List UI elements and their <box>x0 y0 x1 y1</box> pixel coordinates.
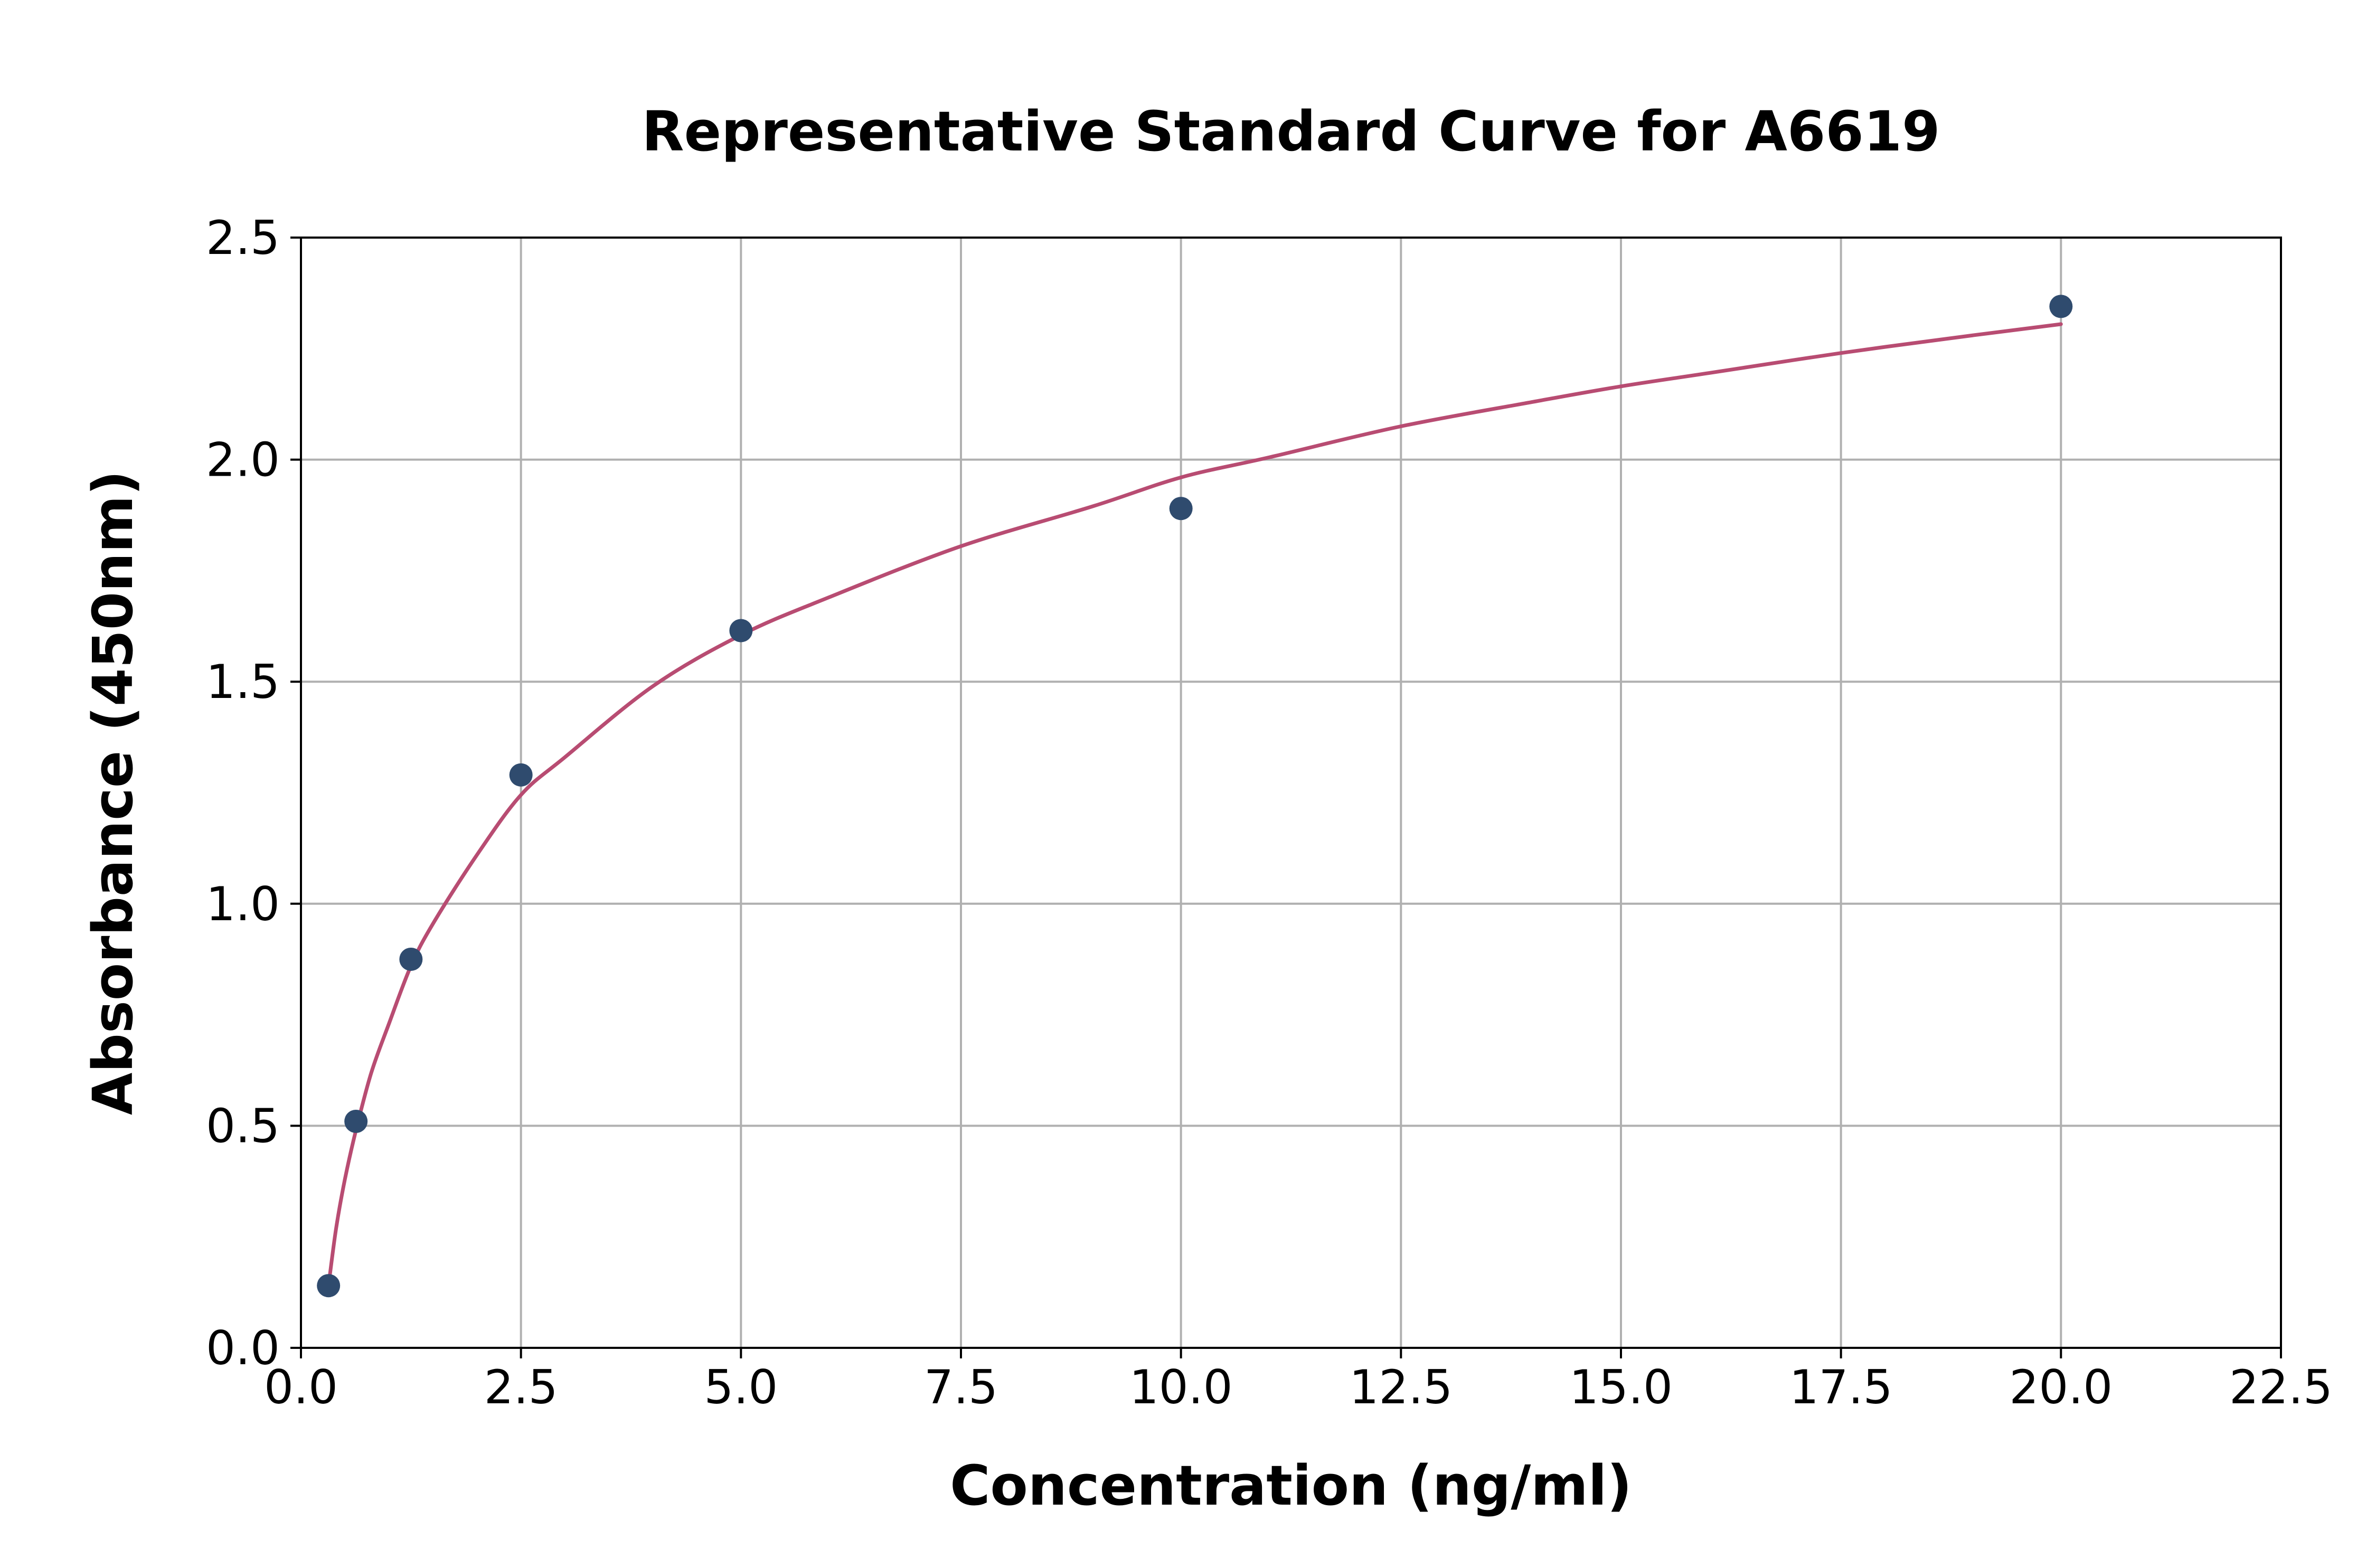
x-tick-label: 12.5 <box>1349 1360 1453 1414</box>
axes-frame <box>300 237 2282 1349</box>
x-tick-label: 0.0 <box>264 1360 338 1414</box>
grid-layer <box>300 237 2282 1349</box>
x-tick-label: 2.5 <box>484 1360 558 1414</box>
data-point <box>1169 497 1193 521</box>
curve-layer <box>326 322 2063 1288</box>
y-tick-label: 0.0 <box>206 1321 280 1375</box>
x-tick-label: 20.0 <box>2009 1360 2113 1414</box>
ticks-layer: 0.0 2.5 5.0 7.5 10.0 12.5 15.0 17.5 20.0 22.5 0.0 0… <box>206 211 2333 1414</box>
data-point <box>399 947 423 971</box>
data-point <box>2049 295 2073 318</box>
data-point <box>317 1274 341 1298</box>
y-tick-label: 1.0 <box>206 877 280 931</box>
x-tick-label: 10.0 <box>1129 1360 1233 1414</box>
chart-title: Representative Standard Curve for A6619 <box>642 99 1940 164</box>
points-layer <box>317 295 2073 1298</box>
x-tick-label: 15.0 <box>1569 1360 1673 1414</box>
y-tick-label: 0.5 <box>206 1099 280 1153</box>
data-point <box>509 763 533 787</box>
y-tick-label: 1.5 <box>206 655 280 709</box>
x-tick-label: 5.0 <box>704 1360 778 1414</box>
data-point <box>729 619 753 643</box>
x-tick-label: 17.5 <box>1789 1360 1893 1414</box>
y-tick-label: 2.5 <box>206 211 280 265</box>
x-tick-label: 22.5 <box>2229 1360 2333 1414</box>
fitted-curve-line <box>326 322 2063 1288</box>
x-tick-label: 7.5 <box>924 1360 998 1414</box>
data-point <box>344 1109 368 1133</box>
x-axis-label: Concentration (ng/ml) <box>950 1453 1632 1518</box>
y-axis-label: Absorbance (450nm) <box>81 470 145 1115</box>
y-tick-label: 2.0 <box>206 433 280 487</box>
